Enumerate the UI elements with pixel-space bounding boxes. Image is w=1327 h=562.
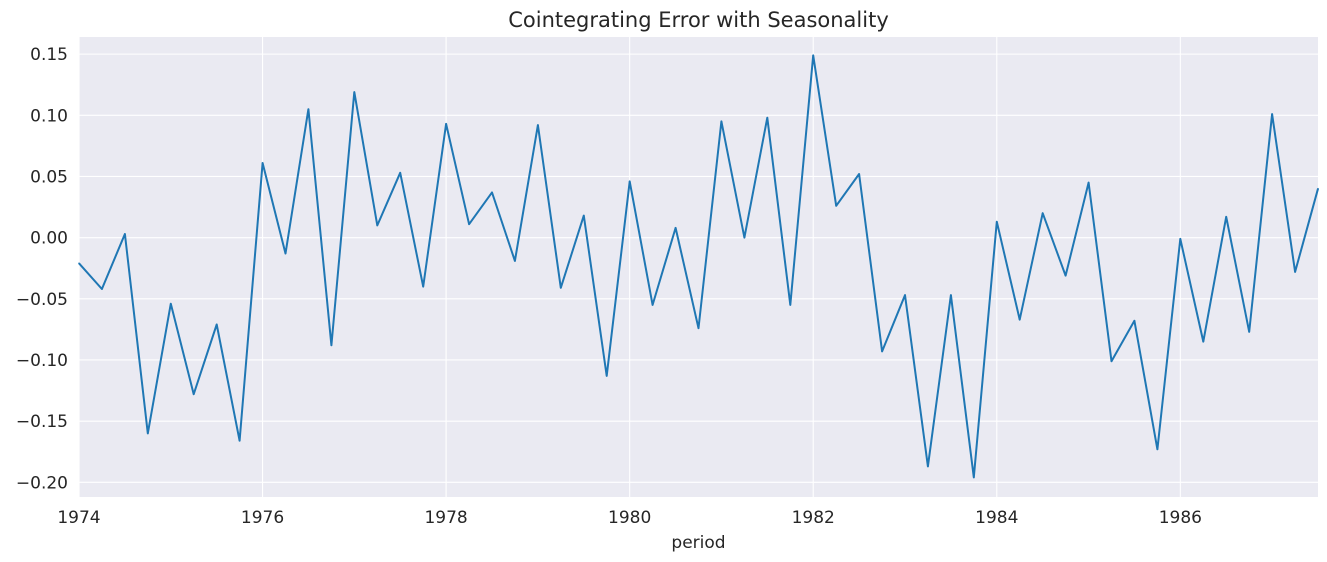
data-point (124, 233, 126, 235)
data-point (399, 171, 402, 174)
data-point (950, 294, 952, 296)
data-point (1087, 181, 1090, 184)
data-point (582, 214, 585, 217)
data-point (261, 162, 264, 164)
data-point (697, 327, 700, 329)
data-point (789, 304, 792, 306)
data-point (307, 108, 310, 110)
y-tick-label: 0.00 (30, 229, 68, 249)
data-point (812, 54, 815, 57)
y-tick-labels: 0.15 0.10 0.05 0.00 −0.05 −0.10 −0.15 −0.20 (16, 45, 68, 493)
data-point (927, 465, 929, 468)
data-point (468, 223, 470, 225)
data-point (1225, 216, 1228, 218)
data-point (1294, 271, 1296, 273)
data-point (904, 294, 906, 296)
data-point (766, 116, 769, 119)
data-point (101, 288, 103, 290)
data-point (628, 180, 631, 183)
x-axis-label: period (671, 533, 725, 553)
data-point (605, 375, 608, 377)
chart-title: Cointegrating Error with Seasonality (508, 8, 889, 32)
data-point (353, 91, 356, 93)
x-tick-label: 1986 (1159, 508, 1202, 528)
plot-area (79, 37, 1318, 497)
y-tick-label: −0.15 (16, 412, 68, 432)
data-point (1179, 238, 1182, 240)
x-tick-label: 1980 (608, 508, 651, 528)
data-point (215, 323, 218, 326)
x-tick-label: 1974 (57, 508, 100, 528)
data-point (1248, 331, 1250, 333)
data-point (1041, 212, 1044, 214)
x-tick-labels: 1974 1976 1978 1980 1982 1984 1986 (57, 508, 1202, 528)
y-tick-label: −0.20 (16, 473, 68, 493)
data-point (674, 227, 677, 229)
data-point (881, 350, 883, 353)
data-point (330, 344, 333, 347)
y-tick-label: 0.05 (30, 167, 68, 187)
data-point (147, 432, 149, 435)
data-point (1271, 113, 1273, 115)
data-point (1064, 274, 1067, 277)
y-tick-label: 0.15 (30, 45, 68, 65)
data-point (1110, 360, 1113, 363)
data-point (537, 124, 539, 126)
data-points (78, 54, 1319, 479)
data-point (1317, 187, 1319, 190)
data-point (422, 285, 424, 288)
x-tick-label: 1978 (424, 508, 467, 528)
data-point (1018, 318, 1021, 321)
data-point (1133, 320, 1136, 322)
x-tick-label: 1976 (241, 508, 284, 528)
data-point (376, 224, 379, 227)
data-point (720, 120, 723, 123)
x-tick-label: 1982 (792, 508, 835, 528)
data-point (973, 476, 975, 479)
data-point (995, 220, 998, 223)
data-point (78, 262, 80, 265)
data-point (835, 205, 837, 207)
data-point (514, 260, 516, 262)
data-point (238, 439, 241, 442)
data-point (651, 304, 654, 306)
y-tick-label: 0.10 (30, 106, 68, 126)
data-point (1202, 340, 1205, 343)
data-point (1156, 448, 1159, 451)
x-tick-label: 1984 (975, 508, 1018, 528)
data-point (491, 191, 493, 194)
data-point (445, 123, 447, 125)
data-point (743, 236, 746, 239)
y-tick-label: −0.10 (16, 351, 68, 371)
data-point (192, 393, 195, 396)
y-tick-label: −0.05 (16, 290, 68, 310)
data-point (858, 173, 860, 175)
data-point (560, 286, 562, 289)
data-point (284, 252, 287, 255)
data-point (169, 302, 172, 305)
